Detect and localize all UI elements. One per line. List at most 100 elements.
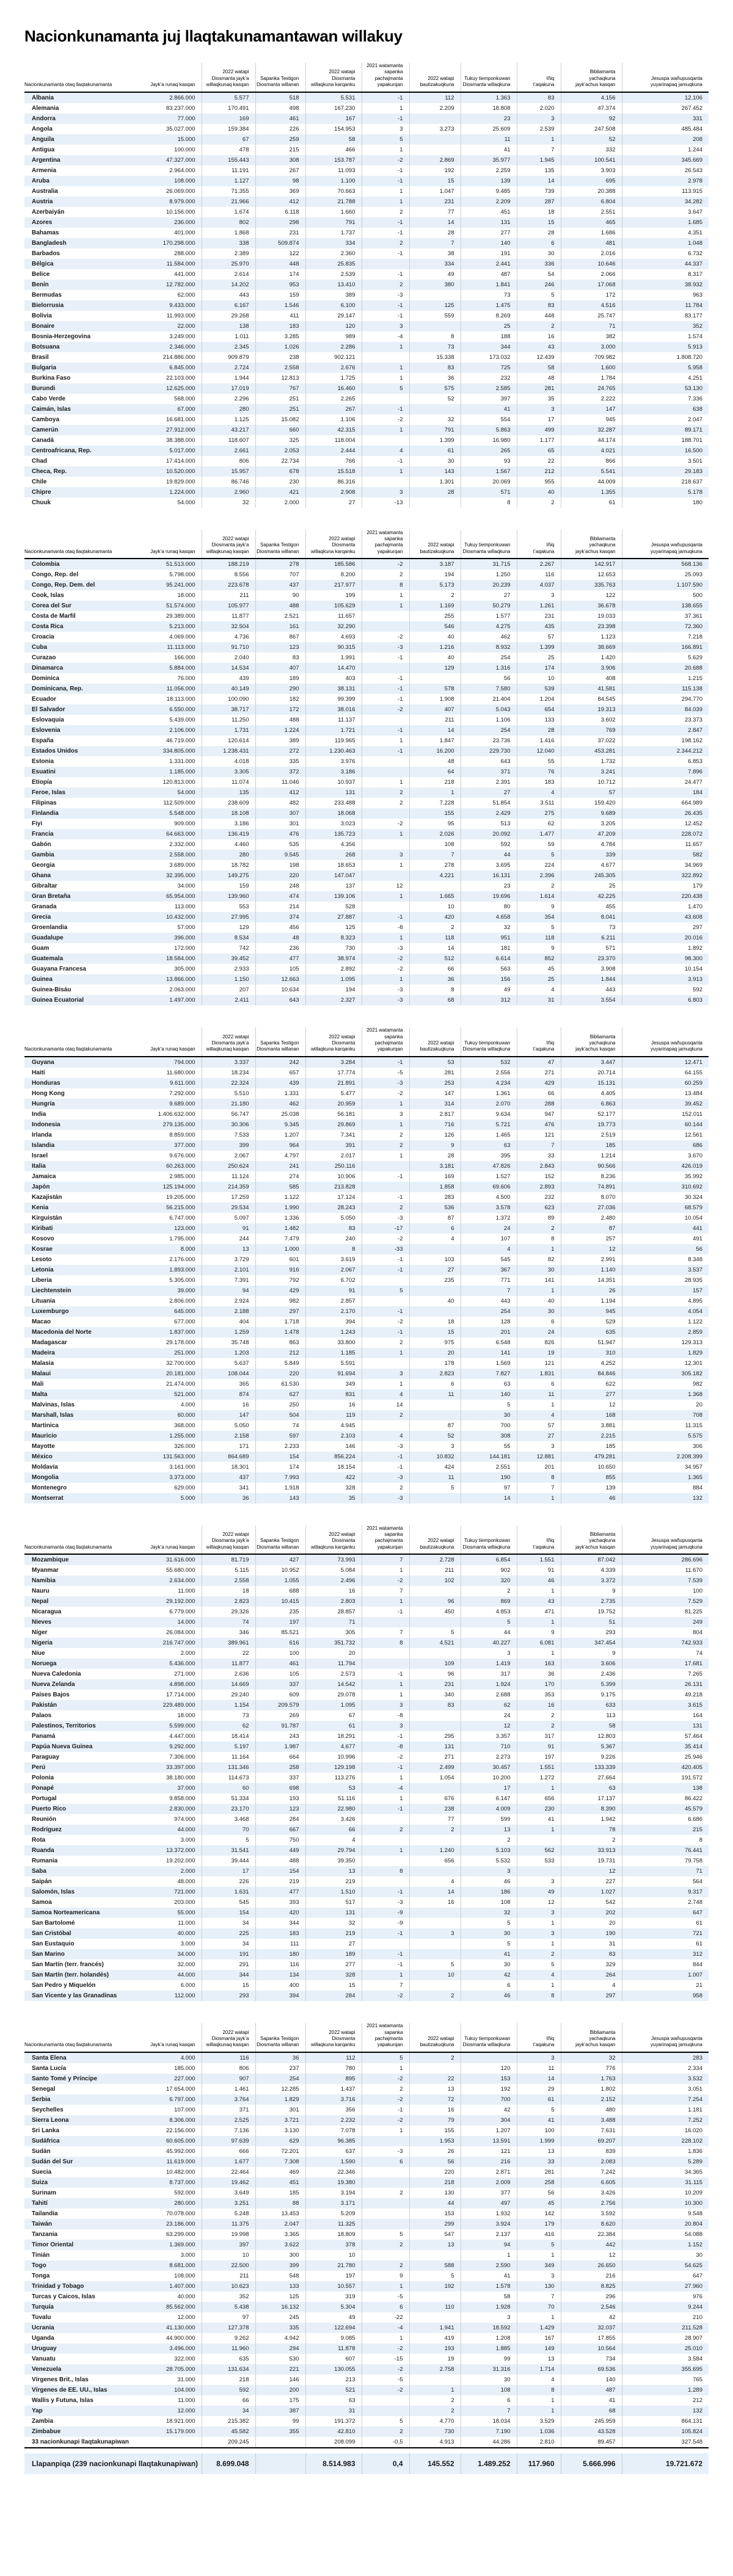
value-cell: 29.268 [201, 310, 255, 321]
value-cell: 39.444 [201, 1856, 255, 1867]
country-cell: Malvinas, Islas [32, 1401, 75, 1408]
table-row: Santa Lucía 185.000 806 237 780 1 120 11 776 2.33… [24, 2063, 709, 2074]
value-cell: 8.681.000 [134, 2260, 202, 2271]
value-cell: 487 [560, 2384, 622, 2395]
value-cell: 2 [516, 1710, 561, 1721]
table-row: Malasia 32.700.000 5.637 5.849 5.591 178 1.569… [24, 1358, 709, 1369]
value-cell: 427 [255, 1554, 305, 1566]
value-cell: 77 [409, 206, 461, 217]
value-cell: 14.669 [201, 1679, 255, 1690]
value-cell: 3 [361, 1700, 409, 1711]
value-cell: 83 [516, 92, 561, 103]
country-cell: Granada [32, 903, 57, 911]
country-cell: Tonga [32, 2272, 50, 2279]
value-cell: 448 [516, 310, 561, 321]
value-cell: 4.913 [409, 2436, 461, 2448]
value-cell: 249 [621, 1617, 709, 1628]
value-cell: 1.429 [516, 2322, 561, 2333]
value-cell: 964 [255, 1140, 305, 1151]
column-header: Bibliamanta yachaqkuna jayk’achus kasqan [560, 1525, 622, 1555]
value-cell: 353 [516, 1690, 561, 1701]
value-cell: 2.000 [180, 1650, 195, 1657]
value-cell: 100.000 [174, 146, 195, 153]
value-cell: 1.181 [621, 2104, 709, 2115]
value-cell: 1.551 [516, 1762, 561, 1773]
value-cell: 118.607 [201, 435, 255, 446]
value-cell: 441 [621, 1223, 709, 1234]
value-cell: 45.579 [621, 1804, 709, 1815]
value-cell: 794.000 [134, 1056, 202, 1068]
table-row: Venezuela 28.705.000 131.634 221 130.055 -2 2.… [24, 2364, 709, 2375]
value-cell: 10 [305, 2249, 362, 2260]
value-cell: 155 [409, 808, 461, 819]
country-cell: Eslovenia [24, 725, 134, 736]
value-cell: 238.609 [201, 798, 255, 809]
value-cell: 1.336 [255, 1212, 305, 1223]
value-cell: -2 [361, 1576, 409, 1586]
table-row: Kosovo 1.795.000 244 7.479 240 -2 4 107 8 257 491 [24, 1233, 709, 1244]
country-cell: Níger [32, 1629, 48, 1637]
value-cell: 1.224.000 [134, 487, 202, 497]
value-cell: 1 [516, 1648, 561, 1659]
value-cell: 1 [361, 829, 409, 840]
value-cell: 20.714 [560, 1067, 622, 1078]
value-cell: 1.238.431 [201, 746, 255, 757]
value-cell: 50.279 [460, 601, 517, 612]
value-cell: 211.528 [621, 2322, 709, 2333]
value-cell: 77 [409, 1814, 461, 1825]
value-cell: 265 [460, 445, 517, 456]
value-cell: 26.650 [560, 2260, 622, 2271]
value-cell: 212 [621, 2395, 709, 2406]
value-cell: 377 [460, 2187, 517, 2198]
value-cell: 60.263.000 [134, 1160, 202, 1171]
value-cell: 8.236 [560, 1171, 622, 1182]
country-cell: Costa Rica [24, 621, 134, 632]
value-cell: 530 [255, 2353, 305, 2364]
value-cell: 133.339 [560, 1762, 622, 1773]
value-cell: 11.093 [305, 165, 362, 176]
value-cell: 7.533 [201, 1129, 255, 1140]
value-cell: 28 [409, 227, 461, 238]
value-cell: 866 [560, 455, 622, 466]
country-cell: 33 nacionkunapi llaqtakunapiwan [32, 2438, 129, 2445]
value-cell: 11 [516, 1389, 561, 1400]
value-cell: 29.794 [305, 1845, 362, 1856]
value-cell: 1.941 [409, 2322, 461, 2333]
value-cell: 112.000 [134, 1991, 202, 2002]
country-cell: Tahití [24, 2198, 134, 2209]
value-cell: 5.399 [560, 1679, 622, 1690]
value-cell: 10.154 [621, 964, 709, 975]
table-row: San Vicente y las Granadinas 112.000 293 39… [24, 1991, 709, 2002]
value-cell: 439 [255, 1077, 305, 1088]
value-cell: 115.138 [621, 684, 709, 695]
value-cell: 8.348 [621, 1254, 709, 1265]
country-cell: Timor Oriental [24, 2239, 134, 2250]
country-cell: Pakistán [24, 1700, 134, 1711]
value-cell: 188.219 [201, 559, 255, 570]
value-cell: 57 [516, 1420, 561, 1431]
value-cell: 2.806.000 [169, 1297, 195, 1304]
value-cell: 4 [361, 1430, 409, 1441]
value-cell: 109 [409, 1659, 461, 1670]
value-cell: 52.177 [560, 1109, 622, 1120]
value-cell: 12 [361, 881, 409, 892]
value-cell: 95 [409, 819, 461, 830]
value-cell: 1.836 [621, 2146, 709, 2157]
value-cell: 1.154 [201, 1700, 255, 1711]
value-cell: 154 [255, 1451, 305, 1462]
table-row: Corea del Sur 51.574.000 105.977 488 105.629… [24, 601, 709, 612]
value-cell: 86.422 [621, 1793, 709, 1804]
value-cell: 231 [516, 611, 561, 622]
value-cell: 72.201 [255, 2146, 305, 2157]
value-cell: 2.857 [305, 1295, 362, 1306]
value-cell: -3 [361, 1492, 409, 1503]
value-cell: 481 [560, 237, 622, 248]
value-cell: 3.606 [560, 1659, 622, 1670]
value-cell: 437 [255, 580, 305, 591]
country-cell: Vírgenes Brit., Islas [32, 2376, 89, 2383]
value-cell: 96 [409, 1596, 461, 1607]
value-cell: 111 [255, 1939, 305, 1950]
value-cell: 136.419 [201, 829, 255, 840]
value-cell: 99 [460, 2353, 517, 2364]
value-cell: 8 [516, 2384, 561, 2395]
